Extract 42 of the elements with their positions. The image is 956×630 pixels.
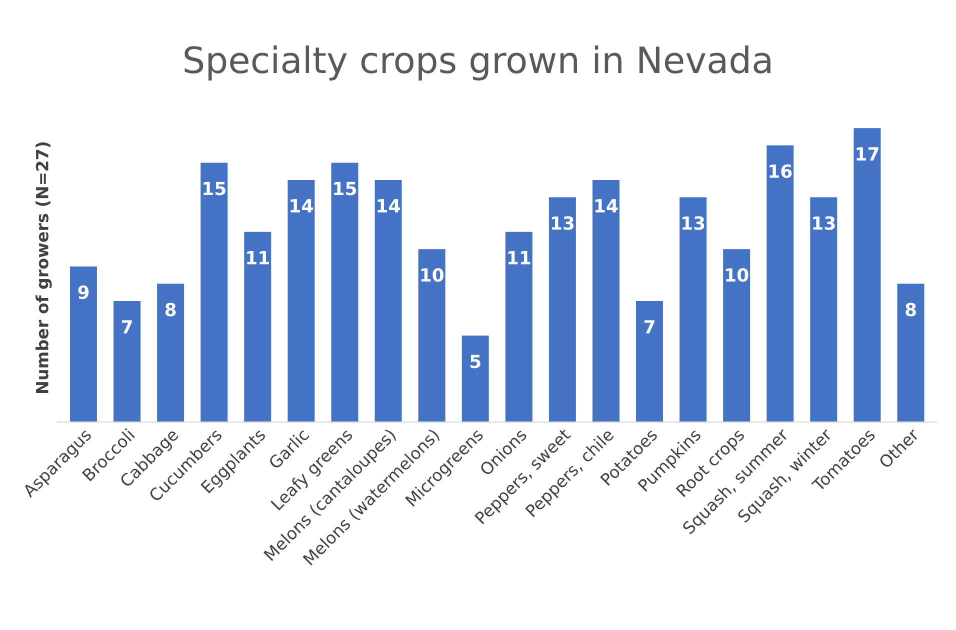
data-label: 17 xyxy=(856,147,878,160)
data-label: 8 xyxy=(165,302,176,316)
bar xyxy=(636,301,664,422)
bar xyxy=(288,180,315,422)
data-label: 11 xyxy=(508,251,530,264)
bar xyxy=(505,232,532,422)
data-label: 8 xyxy=(906,302,916,316)
bar xyxy=(897,284,924,422)
bar xyxy=(418,249,446,422)
data-label: 7 xyxy=(644,320,654,334)
bar xyxy=(331,162,358,422)
data-label: 5 xyxy=(470,354,480,368)
bar xyxy=(810,197,838,422)
bar xyxy=(70,266,97,422)
bar xyxy=(114,301,141,422)
bar xyxy=(766,145,794,422)
data-label: 14 xyxy=(378,199,400,212)
bar xyxy=(157,284,184,422)
data-label: 14 xyxy=(595,199,618,212)
data-label: 11 xyxy=(247,251,269,264)
data-label: 16 xyxy=(770,164,792,178)
bar xyxy=(723,249,750,422)
data-label: 13 xyxy=(813,216,835,230)
bar xyxy=(374,180,402,422)
data-label: 15 xyxy=(334,182,356,196)
bar xyxy=(680,197,707,422)
data-label: 15 xyxy=(204,182,226,196)
data-label: 13 xyxy=(552,216,574,230)
data-label: 10 xyxy=(421,268,444,282)
bar xyxy=(548,197,576,422)
data-label: 7 xyxy=(122,320,132,334)
chart-title: Specialty crops grown in Nevada xyxy=(184,46,770,80)
bar xyxy=(592,180,620,422)
bar xyxy=(200,162,228,422)
data-label: 13 xyxy=(682,216,704,230)
data-label: 9 xyxy=(78,285,89,300)
bar xyxy=(244,232,272,422)
bar xyxy=(854,128,881,422)
data-label: 10 xyxy=(726,268,748,282)
bar xyxy=(462,336,489,422)
y-axis-title: Number of growers (N=27) xyxy=(36,142,52,393)
data-label: 14 xyxy=(290,199,313,212)
